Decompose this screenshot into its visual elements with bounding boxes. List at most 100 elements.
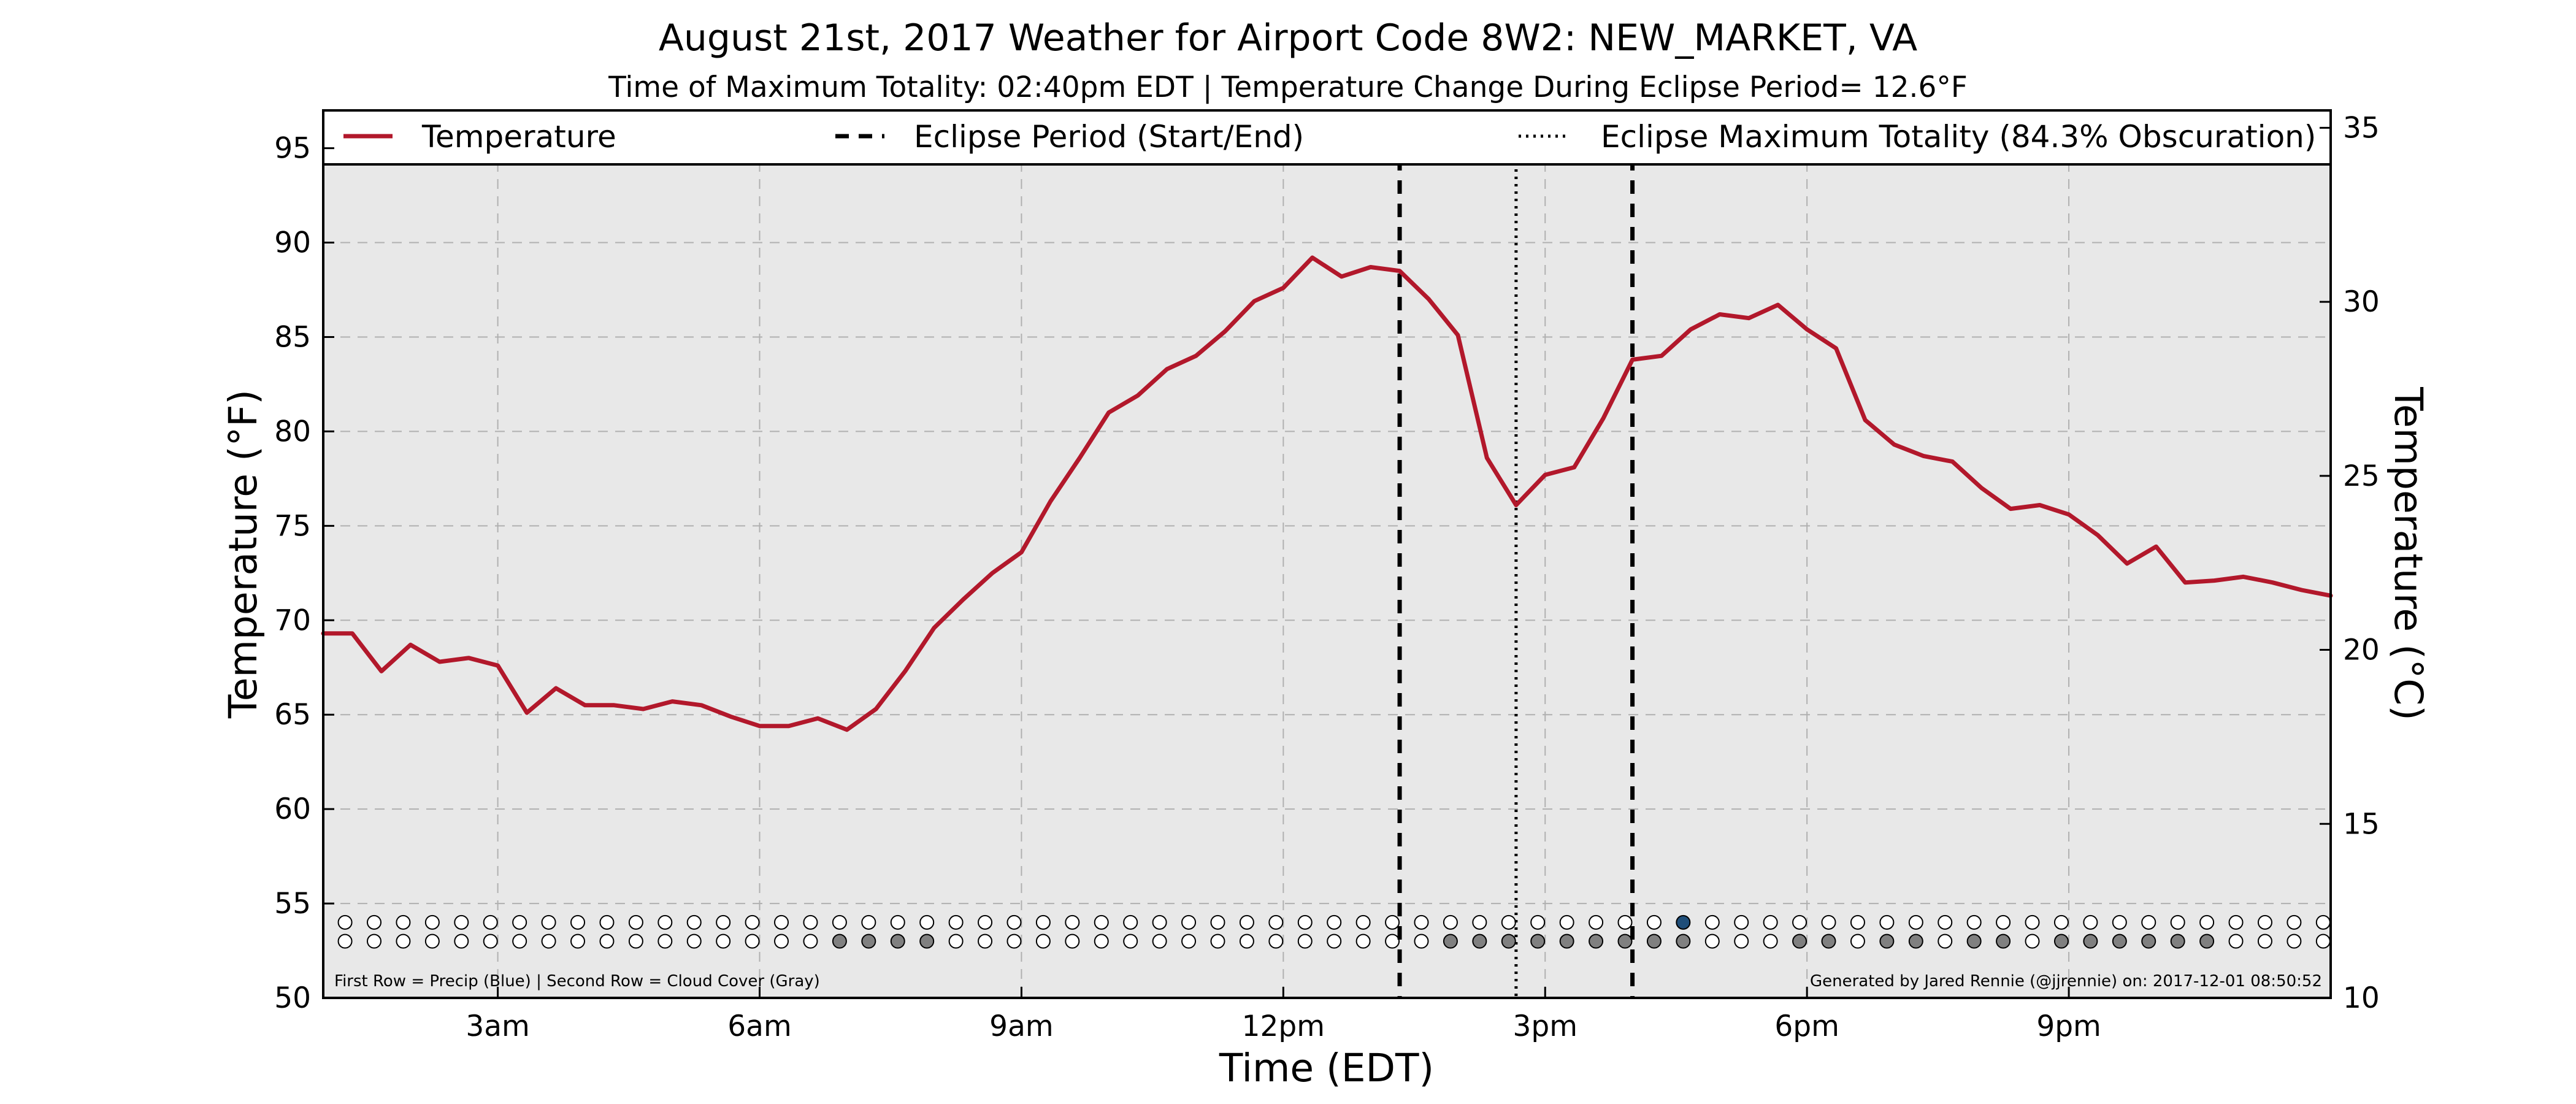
precip-marker [1646,914,1662,930]
cloud-marker [512,933,527,949]
y-tick-label: 60 [274,792,311,826]
y-tick-label: 65 [274,698,311,732]
cloud-marker [2112,933,2127,949]
plot-area: First Row = Precip (Blue) | Second Row =… [321,109,2333,999]
cloud-marker [396,933,411,949]
legend-label-temperature: Temperature [421,119,616,155]
cloud-marker [2199,933,2215,949]
precip-marker [1385,914,1400,930]
precip-marker [657,914,673,930]
cloud-marker [1908,933,1923,949]
cloud-marker [1559,933,1574,949]
x-tick-label: 6am [727,1010,792,1043]
y-right-tick-label: 15 [2343,807,2380,841]
y-right-tick-label: 30 [2343,285,2380,319]
precip-marker [861,914,876,930]
series-lines [321,255,2333,732]
cloud-marker [948,933,964,949]
cloud-marker [686,933,702,949]
cloud-marker [1589,933,1604,949]
y-tick-label: 75 [274,509,311,543]
cloud-marker [1617,933,1633,949]
cloud-marker [1094,933,1109,949]
precip-marker [1530,914,1546,930]
precip-marker [1472,914,1487,930]
precip-marker [1908,914,1923,930]
y-right-tick-label: 35 [2343,111,2380,145]
y-tick-label: 85 [274,320,311,354]
precip-marker [1239,914,1254,930]
cloud-marker [1530,933,1546,949]
precip-marker [570,914,586,930]
precip-marker [1123,914,1138,930]
cloud-marker [1181,933,1197,949]
precip-marker [803,914,818,930]
x-tick-label: 3pm [1512,1010,1577,1043]
marker-note-left: First Row = Precip (Blue) | Second Row =… [334,972,820,991]
cloud-marker [1676,933,1691,949]
cloud-marker [1996,933,2011,949]
cloud-marker [1210,933,1225,949]
cloud-marker [1035,933,1051,949]
precip-marker [1879,914,1895,930]
cloud-marker [1821,933,1836,949]
cloud-marker [337,933,353,949]
cloud-marker [1268,933,1284,949]
cloud-marker [1385,933,1400,949]
cloud-marker [454,933,469,949]
precip-marker [1734,914,1749,930]
precip-marker [367,914,382,930]
precip-marker [978,914,993,930]
cloud-marker [1850,933,1865,949]
y-tick-label: 50 [274,981,311,1015]
cloud-marker [1414,933,1429,949]
x-tick-label: 6pm [1774,1010,1839,1043]
grid-lines [323,110,2331,999]
cloud-marker [1734,933,1749,949]
cloud-marker [978,933,993,949]
precip-marker [1938,914,1953,930]
precip-marker [628,914,643,930]
precip-marker [2170,914,2185,930]
cloud-marker [2170,933,2185,949]
precip-marker [1327,914,1342,930]
y-tick-label: 90 [274,226,311,260]
precip-marker [1297,914,1313,930]
temperature-line [321,255,2333,732]
precip-marker [1501,914,1516,930]
precip-marker [1181,914,1197,930]
precip-marker [512,914,527,930]
y-right-tick-label: 20 [2343,634,2380,667]
cloud-marker [774,933,789,949]
legend: Temperature Eclipse Period (Start/End) E… [322,109,2332,166]
precip-marker [424,914,440,930]
precip-marker [599,914,615,930]
y-axis-right-label: Temperature (°C) [2386,386,2431,721]
cloud-marker [2025,933,2040,949]
cloud-marker [861,933,876,949]
cloud-marker [599,933,615,949]
cloud-marker [628,933,643,949]
precip-marker [2257,914,2272,930]
cloud-marker [890,933,905,949]
cloud-marker [1297,933,1313,949]
cloud-marker [745,933,760,949]
precip-marker [1821,914,1836,930]
y-tick-label: 55 [274,887,311,921]
precip-marker [919,914,935,930]
y-tick-label: 80 [274,415,311,448]
precip-marker [2141,914,2156,930]
cloud-marker [541,933,556,949]
cloud-marker [2053,933,2069,949]
precip-marker [337,914,353,930]
precip-marker [1065,914,1080,930]
x-axis-ticks: 3am 6am 9am 12pm 3pm 6pm 9pm [466,987,2101,1043]
chart-subtitle: Time of Maximum Totality: 02:40pm EDT | … [608,71,1968,104]
cloud-marker [2141,933,2156,949]
x-axis-label: Time (EDT) [1219,1046,1434,1091]
cloud-marker [832,933,847,949]
cloud-marker [2228,933,2244,949]
cloud-marker [570,933,586,949]
precip-marker [1006,914,1022,930]
